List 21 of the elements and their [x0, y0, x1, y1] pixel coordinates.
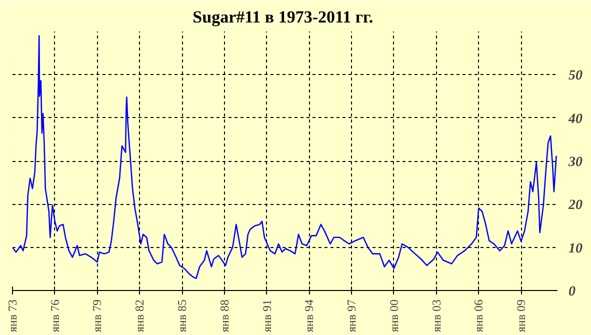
- y-tick-label: 10: [568, 241, 582, 256]
- x-tick-label: янв 97: [344, 300, 359, 332]
- x-tick-label: янв 06: [472, 300, 486, 332]
- x-tick-label: янв 85: [175, 300, 190, 332]
- x-tick-label: янв 73: [6, 300, 20, 332]
- y-tick-label: 50: [568, 68, 582, 84]
- x-tick-label: янв 91: [260, 300, 274, 332]
- x-tick-label: янв 82: [132, 300, 147, 332]
- chart-title: Sugar#11 в 1973-2011 гг.: [192, 8, 374, 26]
- y-tick-label: 0: [568, 284, 576, 300]
- x-tick-label: янв 00: [386, 300, 401, 332]
- y-tick-label: 20: [568, 198, 582, 214]
- x-tick-label: янв 88: [217, 300, 232, 332]
- y-tick-label: 40: [568, 112, 582, 127]
- x-tick-label: янв 09: [514, 300, 528, 332]
- x-tick-label: янв 76: [48, 300, 62, 332]
- line-series: [12, 35, 557, 280]
- x-tick-label: янв 94: [302, 300, 316, 332]
- x-tick-label: янв 03: [429, 300, 444, 332]
- y-tick-label: 30: [568, 155, 582, 170]
- x-tick-label: янв 79: [90, 300, 104, 332]
